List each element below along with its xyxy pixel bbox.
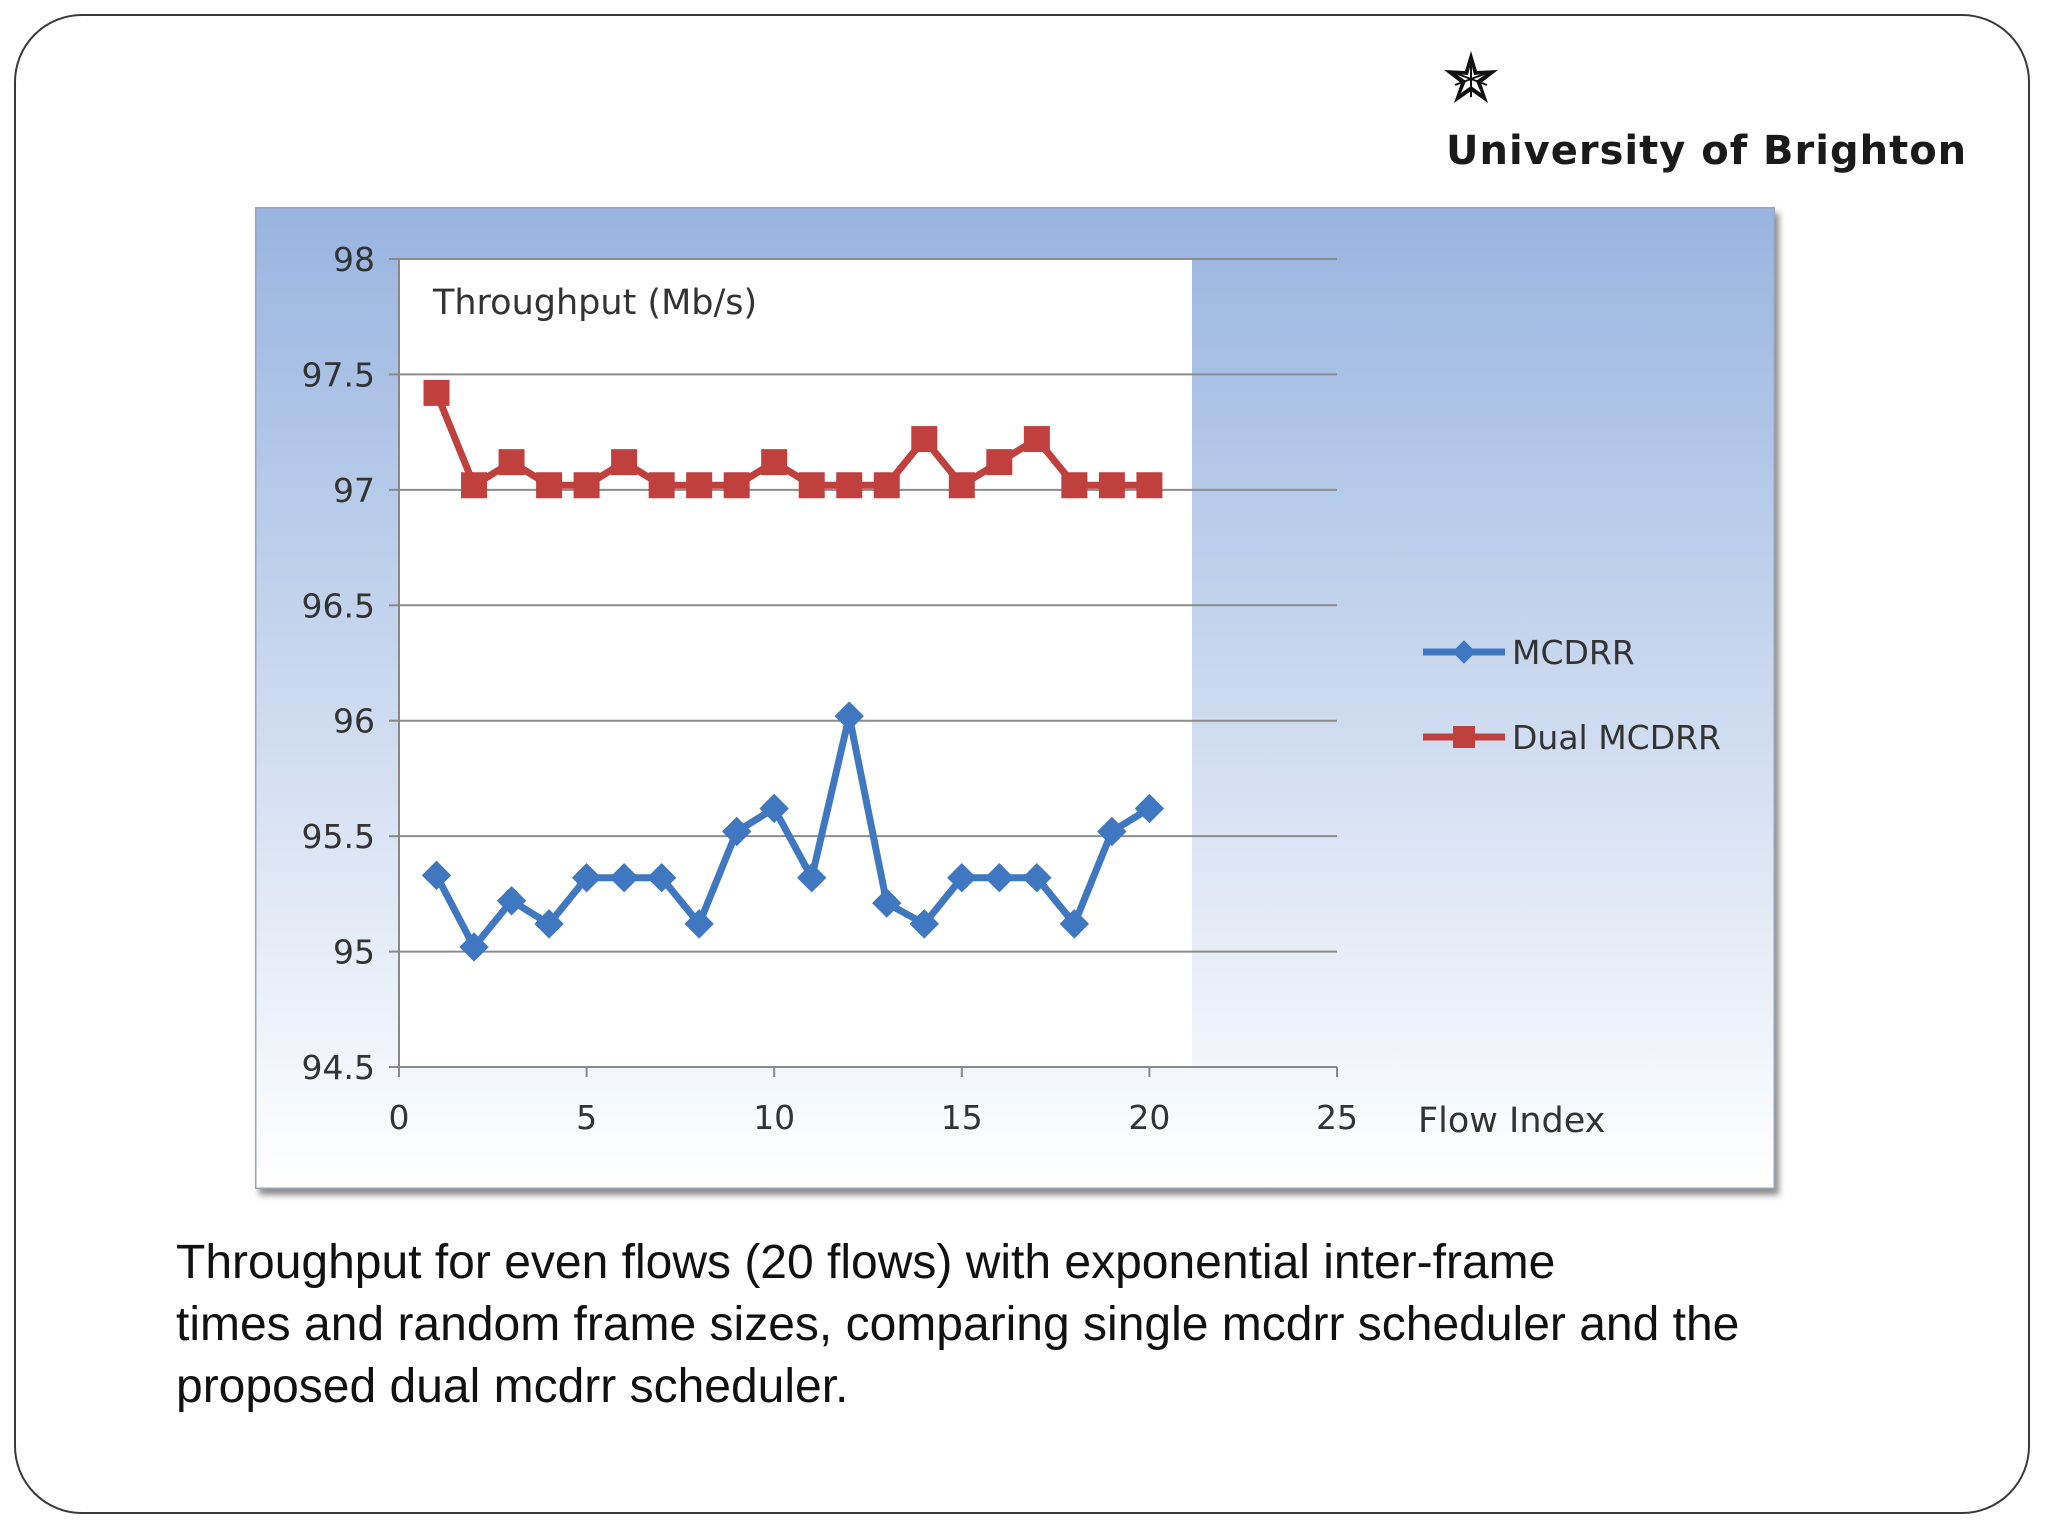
caption-line: Throughput for even flows (20 flows) wit… xyxy=(176,1236,1556,1289)
legend-swatch-marker xyxy=(1452,640,1476,664)
x-tick-label: 15 xyxy=(941,1098,983,1137)
x-axis-label: Flow Index xyxy=(1418,1101,1605,1141)
dual-mcdrr-point xyxy=(1098,472,1125,499)
y-tick-label: 95 xyxy=(333,933,375,972)
dual-mcdrr-point xyxy=(611,449,638,476)
dual-mcdrr-point xyxy=(873,472,900,499)
dual-mcdrr-point xyxy=(573,472,600,499)
mcdrr-point xyxy=(646,862,677,893)
mcdrr-point xyxy=(872,888,902,918)
dual-mcdrr-point xyxy=(761,449,788,476)
logo-text: University of Brighton xyxy=(1446,128,1968,174)
x-tick-label: 0 xyxy=(389,1098,410,1137)
series-mcdrr xyxy=(421,701,1165,962)
mcdrr-point xyxy=(609,862,639,893)
mcdrr-point xyxy=(834,701,864,731)
chart-title: Throughput (Mb/s) xyxy=(432,283,757,323)
mcdrr-point xyxy=(534,909,564,939)
dual-mcdrr-point xyxy=(686,472,713,499)
dual-mcdrr-point xyxy=(498,449,525,476)
x-tick-label: 10 xyxy=(753,1098,795,1137)
mcdrr-point xyxy=(797,862,827,893)
mcdrr-point xyxy=(1134,793,1165,824)
caption-line: times and random frame sizes, comparing … xyxy=(176,1298,1740,1351)
mcdrr-point xyxy=(721,816,752,847)
mcdrr-point xyxy=(1097,816,1127,847)
dual-mcdrr-point xyxy=(723,472,750,499)
university-logo: University of Brighton xyxy=(1440,48,1980,188)
series-dual-mcdrr xyxy=(423,379,1163,499)
y-tick-label: 98 xyxy=(333,240,375,279)
dual-mcdrr-point xyxy=(986,449,1013,476)
dual-mcdrr-point xyxy=(948,472,975,499)
caption-line: proposed dual mcdrr scheduler. xyxy=(176,1360,849,1413)
plot-area xyxy=(399,259,1192,1067)
legend-label: MCDRR xyxy=(1512,633,1635,672)
x-tick-label: 20 xyxy=(1128,1098,1170,1137)
y-tick-label: 97 xyxy=(333,471,375,510)
chart-svg: 94.5 95 95.5 96 96.5 97 97.5 98 0 5 10 15 20 25 MCDRR… xyxy=(255,207,1775,1189)
mcdrr-point xyxy=(984,862,1015,893)
dual-mcdrr-point xyxy=(1136,472,1163,499)
dual-mcdrr-point xyxy=(798,472,825,499)
x-tick-label: 25 xyxy=(1316,1098,1358,1137)
dual-mcdrr-point xyxy=(836,472,863,499)
y-tick-label: 96 xyxy=(333,702,375,741)
legend-swatch-marker xyxy=(1453,726,1475,748)
mcdrr-point xyxy=(759,793,789,824)
dual-mcdrr-point xyxy=(648,472,675,499)
dual-mcdrr-point xyxy=(536,472,563,499)
y-tick-label: 96.5 xyxy=(302,586,375,625)
dual-mcdrr-point xyxy=(911,426,938,453)
chart: 94.5 95 95.5 96 96.5 97 97.5 98 0 5 10 15 20 25 MCDRR… xyxy=(255,207,1775,1189)
dual-mcdrr-point xyxy=(1061,472,1088,499)
y-tick-label: 95.5 xyxy=(302,817,375,856)
mcdrr-point xyxy=(571,862,602,893)
mcdrr-point xyxy=(684,909,714,939)
mcdrr-point xyxy=(909,909,939,939)
mcdrr-point xyxy=(421,860,452,891)
legend-item: MCDRR xyxy=(1423,633,1635,672)
legend-label: Dual MCDRR xyxy=(1512,718,1721,757)
dual-mcdrr-point xyxy=(423,379,450,406)
legend-item: Dual MCDRR xyxy=(1423,718,1721,757)
y-tick-label: 97.5 xyxy=(302,355,375,394)
star-emblem-icon xyxy=(1444,51,1498,103)
y-tick-label: 94.5 xyxy=(302,1048,375,1087)
mcdrr-point xyxy=(947,862,977,893)
dual-mcdrr-point xyxy=(461,472,488,499)
mcdrr-point xyxy=(1022,862,1052,893)
x-tick-label: 5 xyxy=(576,1098,597,1137)
caption: Throughput for even flows (20 flows) wit… xyxy=(176,1232,1936,1418)
dual-mcdrr-point xyxy=(1023,426,1050,453)
mcdrr-point xyxy=(459,932,489,962)
mcdrr-point xyxy=(1059,909,1090,939)
mcdrr-point xyxy=(496,886,527,916)
